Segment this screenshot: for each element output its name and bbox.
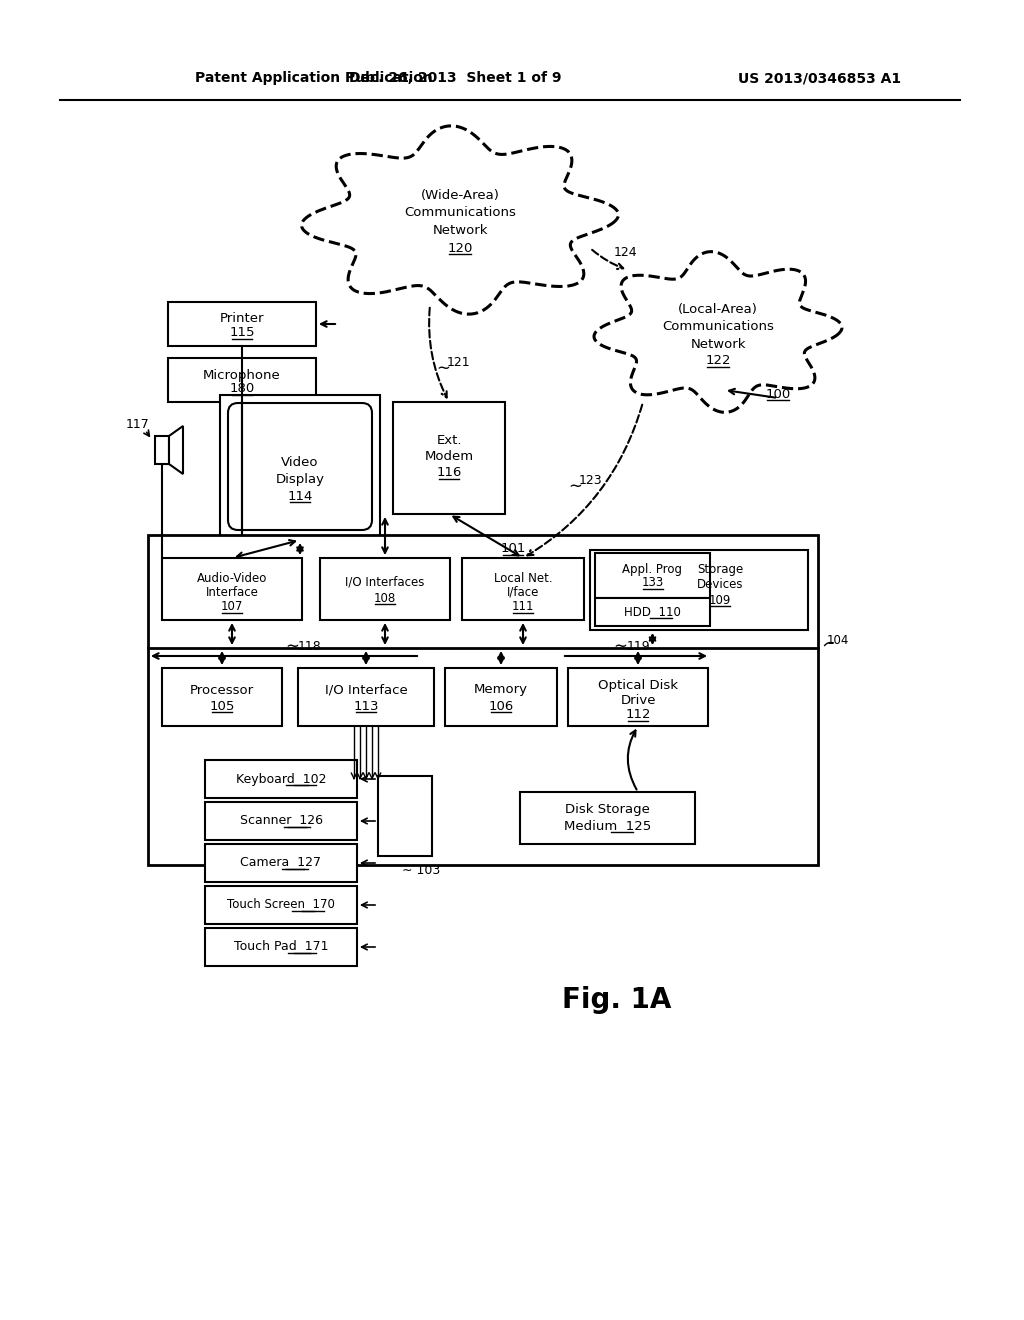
Text: Memory: Memory — [474, 684, 528, 697]
Text: Drive: Drive — [621, 693, 655, 706]
Text: 112: 112 — [626, 709, 650, 722]
Bar — [205, 760, 357, 799]
Text: Network: Network — [432, 223, 487, 236]
Text: Communications: Communications — [404, 206, 516, 219]
Bar — [205, 843, 357, 882]
Text: I/O Interfaces: I/O Interfaces — [345, 576, 425, 589]
Text: 108: 108 — [374, 591, 396, 605]
Text: Optical Disk: Optical Disk — [598, 680, 678, 693]
Text: HDD  110: HDD 110 — [624, 606, 681, 619]
Bar — [462, 558, 584, 620]
Text: 117: 117 — [126, 418, 150, 432]
Text: 124: 124 — [613, 246, 637, 259]
Text: Video: Video — [282, 457, 318, 470]
Polygon shape — [169, 426, 183, 474]
Text: 109: 109 — [709, 594, 731, 606]
Text: ∼: ∼ — [568, 477, 582, 495]
Text: Medium  125: Medium 125 — [564, 820, 651, 833]
Bar — [595, 553, 710, 598]
Bar — [205, 803, 357, 840]
Text: (Local-Area): (Local-Area) — [678, 304, 758, 317]
Bar — [568, 668, 708, 726]
Text: 105: 105 — [209, 700, 234, 713]
Text: ∼: ∼ — [436, 359, 450, 378]
Bar — [162, 668, 282, 726]
Text: Keyboard  102: Keyboard 102 — [236, 772, 327, 785]
Bar — [168, 358, 316, 403]
Bar — [162, 558, 302, 620]
Text: Patent Application Publication: Patent Application Publication — [195, 71, 433, 84]
Text: 115: 115 — [229, 326, 255, 339]
Text: 120: 120 — [447, 242, 473, 255]
Polygon shape — [155, 436, 169, 465]
Text: US 2013/0346853 A1: US 2013/0346853 A1 — [738, 71, 901, 84]
Text: Fig. 1A: Fig. 1A — [562, 986, 672, 1014]
Text: Storage: Storage — [697, 564, 743, 577]
Text: 100: 100 — [765, 388, 791, 400]
Text: 113: 113 — [353, 700, 379, 713]
FancyBboxPatch shape — [228, 403, 372, 531]
Bar — [168, 302, 316, 346]
Text: Audio-Video: Audio-Video — [197, 572, 267, 585]
Text: I/O Interface: I/O Interface — [325, 684, 408, 697]
Text: Touch Screen  170: Touch Screen 170 — [227, 899, 335, 912]
Text: 116: 116 — [436, 466, 462, 479]
Bar — [393, 403, 505, 513]
Text: 123: 123 — [579, 474, 602, 487]
Text: 119: 119 — [627, 639, 650, 652]
Text: Modem: Modem — [424, 450, 473, 462]
Text: Interface: Interface — [206, 586, 258, 598]
Text: Communications: Communications — [663, 321, 774, 334]
Text: 104: 104 — [826, 634, 849, 647]
Text: Camera  127: Camera 127 — [241, 857, 322, 870]
Text: Devices: Devices — [696, 578, 743, 590]
Text: Processor: Processor — [189, 684, 254, 697]
Text: Local Net.: Local Net. — [494, 572, 552, 585]
Text: 114: 114 — [288, 490, 312, 503]
Bar — [595, 598, 710, 626]
Text: Touch Pad  171: Touch Pad 171 — [233, 940, 329, 953]
Bar — [590, 550, 808, 630]
Bar — [205, 928, 357, 966]
Text: 111: 111 — [512, 601, 535, 614]
Text: 107: 107 — [221, 601, 243, 614]
Text: 106: 106 — [488, 700, 514, 713]
Text: Ext.: Ext. — [436, 433, 462, 446]
Text: Display: Display — [275, 473, 325, 486]
Text: Printer: Printer — [220, 313, 264, 326]
Bar — [205, 886, 357, 924]
Text: Microphone: Microphone — [203, 368, 281, 381]
Text: 133: 133 — [641, 577, 664, 590]
Text: 101: 101 — [501, 543, 525, 556]
Bar — [220, 395, 380, 540]
Text: Disk Storage: Disk Storage — [565, 804, 650, 817]
Text: I/face: I/face — [507, 586, 540, 598]
Text: Scanner  126: Scanner 126 — [240, 814, 323, 828]
Text: Dec. 26, 2013  Sheet 1 of 9: Dec. 26, 2013 Sheet 1 of 9 — [349, 71, 561, 84]
Text: (Wide-Area): (Wide-Area) — [421, 190, 500, 202]
Text: 122: 122 — [706, 355, 731, 367]
Bar — [445, 668, 557, 726]
Text: 180: 180 — [229, 383, 255, 396]
Text: 121: 121 — [446, 355, 470, 368]
Text: Appl. Prog: Appl. Prog — [623, 562, 683, 576]
Bar — [298, 668, 434, 726]
Text: ∼: ∼ — [613, 638, 627, 655]
Text: ∼ 103: ∼ 103 — [401, 863, 440, 876]
Bar — [378, 776, 432, 855]
Text: 118: 118 — [298, 639, 322, 652]
Text: ∼: ∼ — [285, 638, 299, 655]
Text: Network: Network — [690, 338, 745, 351]
Bar — [319, 558, 450, 620]
Bar — [520, 792, 695, 843]
Bar — [148, 535, 818, 865]
